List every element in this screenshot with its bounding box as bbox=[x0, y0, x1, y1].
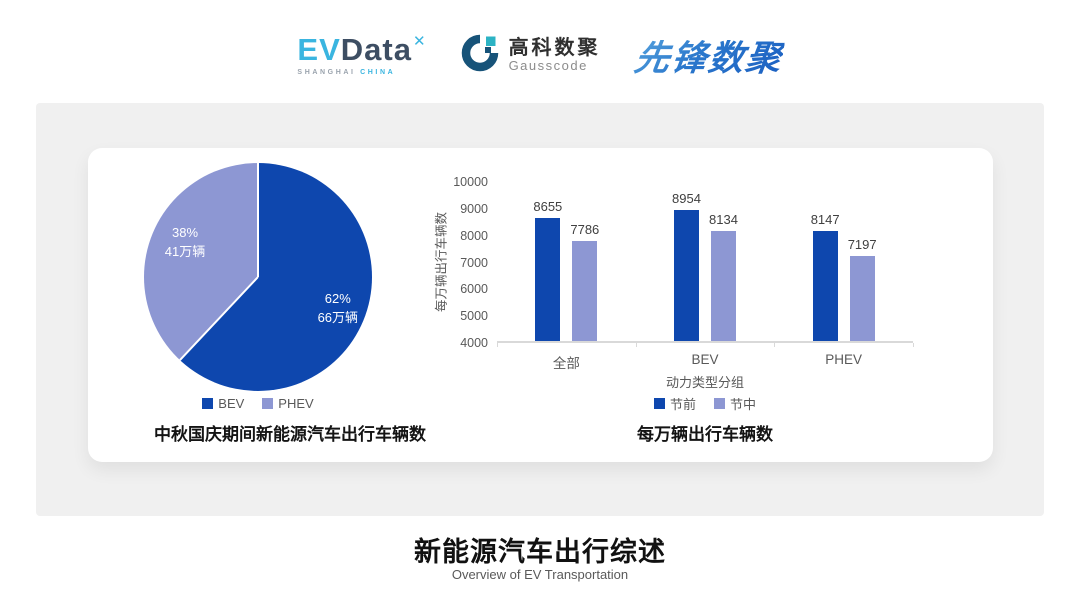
pie-legend: BEV PHEV bbox=[88, 396, 428, 411]
y-tick-label: 4000 bbox=[460, 336, 488, 350]
bar-group: 8954 8134 bbox=[672, 182, 738, 341]
pioneer-data-logo: 先锋数聚 bbox=[631, 30, 786, 81]
gausscode-wordmark: 高科数聚 Gausscode bbox=[508, 36, 601, 73]
gausscode-g-icon bbox=[460, 33, 500, 78]
pie-slice-label-phev: 38% 41万辆 bbox=[164, 224, 206, 259]
y-tick-label: 5000 bbox=[460, 309, 488, 324]
y-tick-label: 6000 bbox=[460, 282, 488, 297]
legend-label: BEV bbox=[218, 396, 245, 411]
bar-chart-title: 每万辆出行车辆数 bbox=[637, 425, 773, 444]
bar-during-holiday: 8134 bbox=[709, 212, 738, 341]
legend-swatch bbox=[714, 398, 725, 409]
y-tick-label: 9000 bbox=[460, 201, 488, 216]
gausscode-cn-text: 高科数聚 bbox=[508, 36, 601, 59]
category-label: 全部 bbox=[552, 356, 580, 371]
pie-slice-divider bbox=[257, 163, 259, 277]
category-label: PHEV bbox=[825, 352, 863, 367]
y-tick-label: 10000 bbox=[453, 175, 488, 189]
evdata-data-text: Data bbox=[340, 32, 412, 67]
pie-chart: 62% 66万辆 38% 41万辆 bbox=[144, 163, 372, 391]
evdata-subtitle: SHANGHAI CHINA bbox=[297, 69, 395, 76]
evdata-ev-text: EV bbox=[297, 32, 341, 67]
bar-value-label: 7197 bbox=[847, 237, 877, 253]
evdata-star-icon: ✕ bbox=[412, 33, 427, 50]
bar-x-axis-label: 动力类型分组 bbox=[665, 375, 744, 390]
bev-legend-swatch bbox=[202, 398, 214, 409]
pie-slice-divider bbox=[179, 276, 259, 361]
bar-group: 8655 7786 bbox=[533, 182, 599, 341]
evdata-logo: EVData✕ SHANGHAI CHINA bbox=[297, 34, 425, 76]
gausscode-en-text: Gausscode bbox=[508, 57, 588, 73]
page-subtitle: Overview of EV Transportation bbox=[451, 567, 629, 582]
legend-item: 节前 bbox=[653, 394, 696, 413]
bar-group: 8147 7197 bbox=[811, 182, 877, 341]
bar-pre-holiday: 8147 bbox=[811, 212, 840, 341]
bar-value-label: 8134 bbox=[709, 212, 738, 228]
bar-value-label: 8655 bbox=[533, 198, 563, 214]
pie-chart-title: 中秋国庆期间新能源汽车出行车辆数 bbox=[154, 425, 426, 444]
evdata-wordmark: EVData✕ bbox=[297, 34, 425, 65]
x-axis-tick bbox=[497, 343, 498, 347]
phev-legend-swatch bbox=[262, 398, 274, 409]
gausscode-logo: 高科数聚 Gausscode bbox=[460, 33, 601, 78]
x-axis-tick bbox=[913, 343, 914, 347]
y-tick-label: 8000 bbox=[460, 228, 488, 243]
header-logos: EVData✕ SHANGHAI CHINA 高科数聚 Gausscode 先锋… bbox=[0, 20, 1080, 90]
evdata-shanghai-text: SHANGHAI bbox=[297, 69, 356, 76]
legend-label: 节前 bbox=[669, 397, 696, 412]
bar-legend: 节前 节中 bbox=[497, 394, 913, 413]
bar-pre-holiday: 8954 bbox=[672, 191, 701, 341]
legend-swatch bbox=[653, 398, 665, 409]
evdata-china-text: CHINA bbox=[360, 69, 396, 76]
page-title: 新能源汽车出行综述 bbox=[414, 537, 666, 567]
legend-item: 节中 bbox=[714, 394, 756, 413]
legend-label: PHEV bbox=[278, 396, 314, 411]
bar-during-holiday: 7197 bbox=[848, 237, 877, 341]
x-axis-tick bbox=[635, 343, 637, 347]
bar-value-label: 8954 bbox=[672, 190, 701, 206]
category-label: BEV bbox=[691, 352, 719, 367]
bar-during-holiday: 7786 bbox=[570, 222, 599, 341]
bar-plot-area: 8655 7786 8954 8134 8147 7197 bbox=[497, 182, 914, 347]
legend-item: PHEV bbox=[262, 396, 314, 411]
bar-value-label: 8147 bbox=[810, 212, 840, 228]
bar-pre-holiday: 8655 bbox=[533, 199, 562, 341]
bar-value-label: 7786 bbox=[570, 221, 600, 237]
x-axis-tick bbox=[774, 343, 776, 347]
bar-y-axis-ticks: 10000 9000 8000 7000 6000 5000 4000 bbox=[418, 175, 488, 350]
legend-label: 节中 bbox=[730, 397, 757, 412]
legend-item: BEV bbox=[202, 396, 244, 411]
y-tick-label: 7000 bbox=[460, 255, 488, 270]
charts-card: 62% 66万辆 38% 41万辆 BEV PHEV 中秋国庆期间新能源汽车出行车辆数 … bbox=[88, 148, 993, 462]
pie-slice-label-bev: 62% 66万辆 bbox=[317, 291, 359, 325]
